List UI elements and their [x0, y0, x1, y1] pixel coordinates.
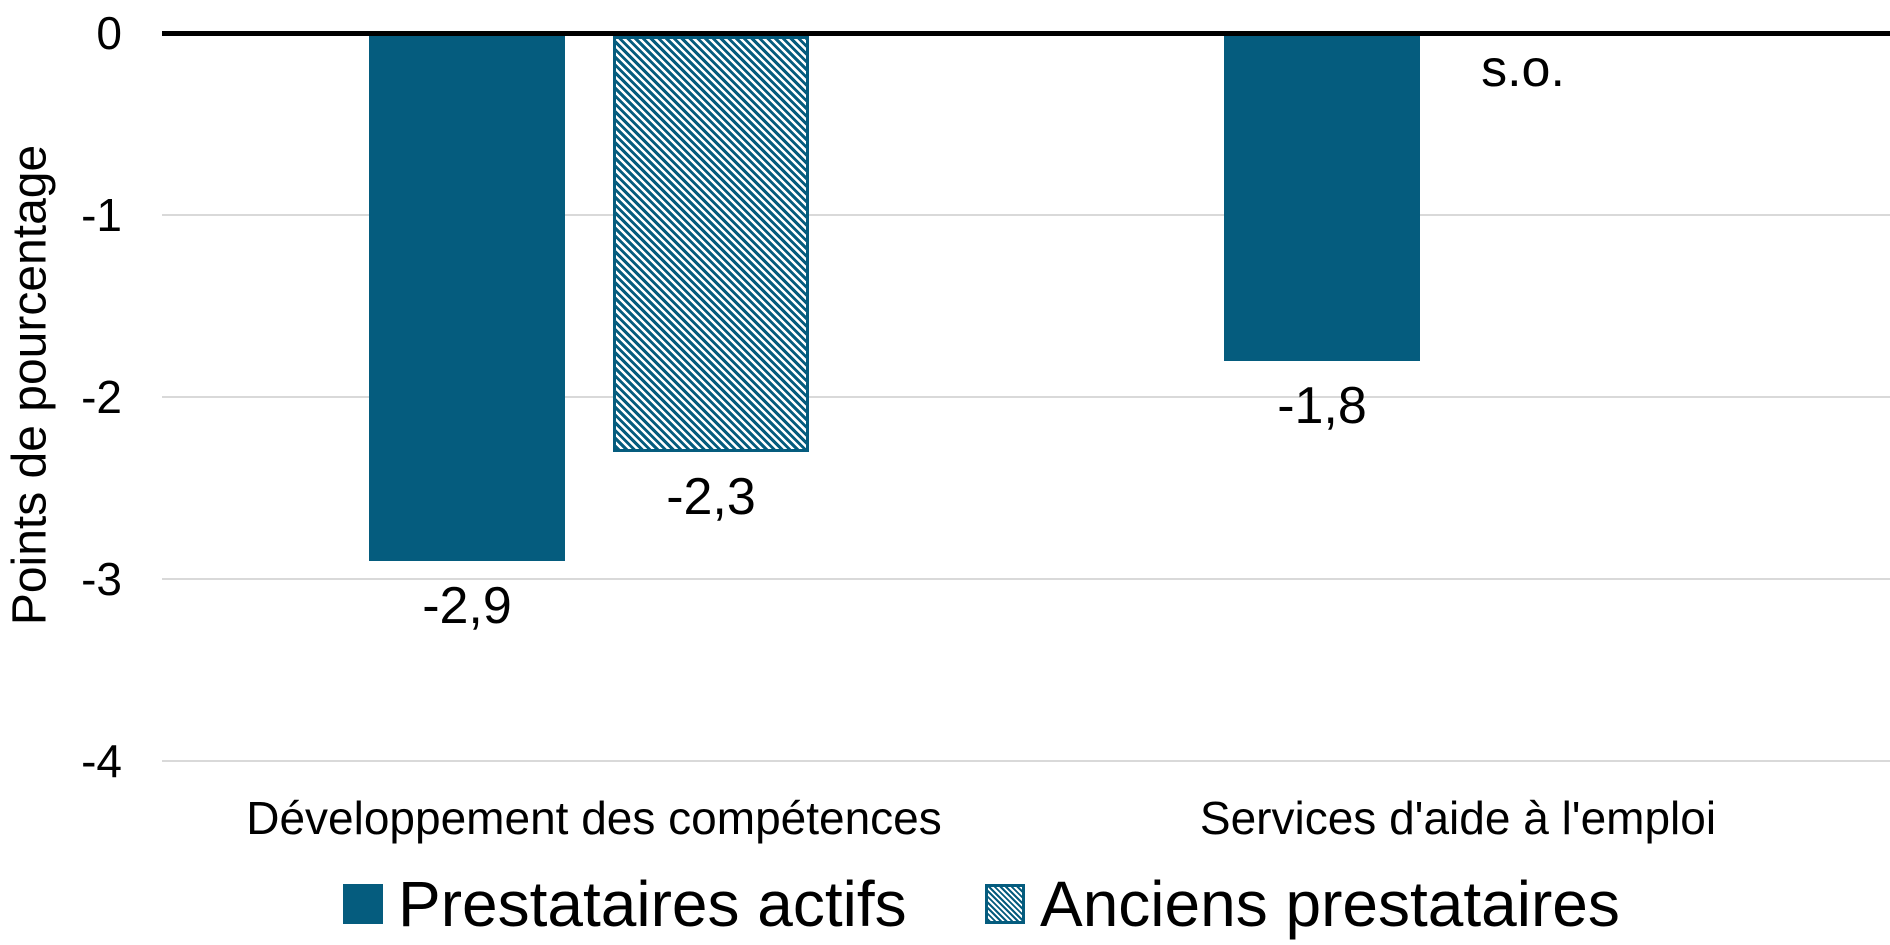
legend-label: Prestataires actifs — [398, 868, 907, 940]
y-tick-label: -2 — [81, 371, 122, 423]
bar-hatched — [613, 36, 809, 452]
legend-label: Anciens prestataires — [1040, 868, 1620, 940]
gridline — [162, 214, 1890, 216]
legend-item: Anciens prestataires — [985, 872, 1620, 936]
legend-item: Prestataires actifs — [343, 872, 907, 936]
value-label: -2,3 — [666, 467, 756, 526]
legend-swatch-solid-icon — [343, 884, 383, 924]
y-tick-label: 0 — [96, 7, 122, 59]
gridline — [162, 396, 1890, 398]
gridline — [162, 578, 1890, 580]
value-label: -2,9 — [422, 576, 512, 635]
na-value-label: s.o. — [1481, 40, 1565, 98]
y-tick-label: -1 — [81, 189, 122, 241]
value-label: -1,8 — [1277, 376, 1367, 435]
y-tick-label: -3 — [81, 553, 122, 605]
y-tick-label: -4 — [81, 735, 122, 787]
bar-solid — [1224, 36, 1420, 361]
gridline — [162, 760, 1890, 762]
zero-axis-line — [162, 31, 1890, 36]
x-category-label: Développement des compétences — [246, 792, 942, 844]
bar-solid — [369, 36, 565, 561]
legend-swatch-hatched-icon — [985, 884, 1025, 924]
x-category-label: Services d'aide à l'emploi — [1199, 792, 1717, 844]
